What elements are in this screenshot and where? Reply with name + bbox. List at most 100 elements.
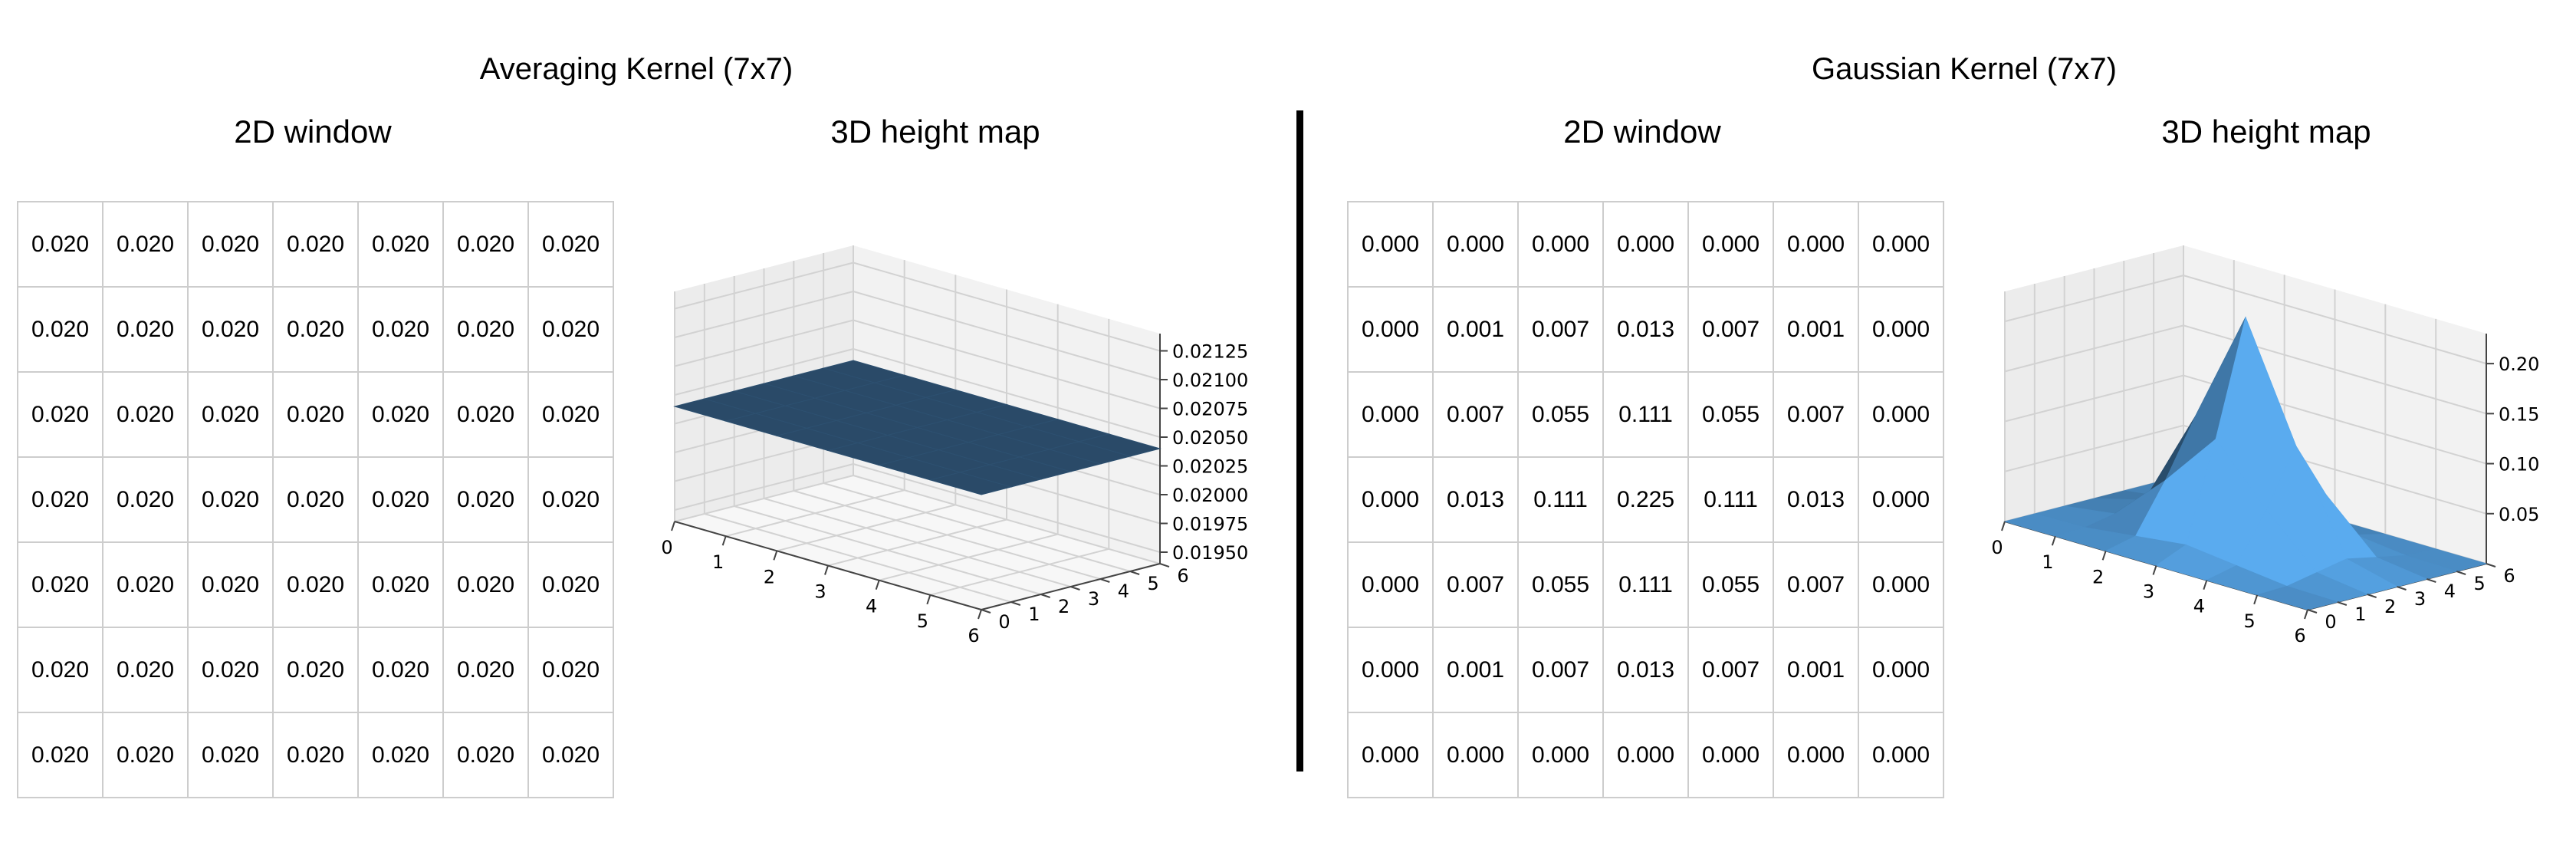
wall-grid-line	[2004, 374, 2184, 423]
x-tick-label: 0	[1991, 537, 2003, 558]
y-tick-mark	[2307, 609, 2318, 614]
kernel-cell: 0.007	[1687, 627, 1774, 713]
kernel-cell: 0.000	[1773, 201, 1859, 288]
table-row: 0.000 0.000 0.000 0.000 0.000 0.000 0.000	[1347, 201, 1944, 288]
kernel-cell: 0.000	[1347, 541, 1434, 628]
kernel-cell: 0.000	[1687, 712, 1774, 798]
y-tick-mark	[981, 609, 991, 614]
kernel-cell: 0.007	[1432, 371, 1519, 458]
gaussian-kernel-table: 0.000 0.000 0.000 0.000 0.000 0.000 0.000 0.000…	[1347, 201, 1944, 798]
kernel-cell: 0.020	[102, 541, 189, 628]
kernel-cell: 0.020	[17, 627, 104, 713]
x-tick-label: 1	[2042, 551, 2053, 573]
kernel-cell: 0.013	[1602, 286, 1689, 373]
kernel-cell: 0.020	[17, 201, 104, 288]
x-tick-label: 3	[814, 581, 826, 603]
wall-grid-line	[853, 348, 1161, 438]
y-tick-label: 0	[2325, 611, 2336, 633]
kernel-cell: 0.111	[1517, 456, 1604, 543]
wall-grid-line	[2183, 275, 2487, 365]
kernel-cell: 0.013	[1432, 456, 1519, 543]
wall-grid-line	[2004, 324, 2184, 373]
panel-divider	[1296, 110, 1303, 772]
kernel-cell: 0.000	[1602, 201, 1689, 288]
gaussian-2d-window-title: 2D window	[1563, 114, 1721, 150]
averaging-3d-height-map-title: 3D height map	[830, 114, 1040, 150]
z-tick-label: 0.02050	[1172, 427, 1248, 449]
y-tick-mark	[2337, 601, 2348, 606]
kernel-cell: 0.000	[1347, 286, 1434, 373]
kernel-cell: 0.020	[442, 541, 529, 628]
y-tick-label: 1	[1028, 604, 1040, 625]
z-tick-label: 0.02125	[1172, 341, 1248, 363]
kernel-cell: 0.020	[187, 627, 274, 713]
kernel-cell: 0.000	[1858, 541, 1944, 628]
kernel-cell: 0.020	[187, 456, 274, 543]
kernel-cell: 0.020	[527, 627, 614, 713]
z-tick-label: 0.20	[2499, 354, 2539, 375]
x-tick-mark	[2152, 565, 2157, 575]
x-tick-label: 1	[712, 551, 724, 573]
kernel-cell: 0.013	[1773, 456, 1859, 543]
kernel-cell: 0.111	[1602, 371, 1689, 458]
y-tick-mark	[2486, 563, 2496, 568]
kernel-cell: 0.020	[442, 201, 529, 288]
wall-grid-line	[674, 463, 854, 511]
kernel-cell: 0.020	[442, 286, 529, 373]
y-tick-label: 3	[1088, 588, 1099, 610]
y-tick-label: 3	[2414, 588, 2426, 610]
kernel-cell: 0.000	[1347, 627, 1434, 713]
y-tick-label: 4	[1118, 581, 1129, 602]
kernel-cell: 0.007	[1517, 286, 1604, 373]
kernel-cell: 0.007	[1773, 371, 1859, 458]
wall-grid-line	[674, 262, 854, 310]
y-tick-label: 5	[2474, 573, 2486, 594]
kernel-cell: 0.055	[1687, 541, 1774, 628]
kernel-cell: 0.020	[187, 541, 274, 628]
kernel-cell: 0.020	[357, 286, 444, 373]
x-tick-label: 0	[661, 537, 672, 558]
z-tick-label: 0.02000	[1172, 485, 1248, 506]
y-tick-label: 0	[998, 611, 1010, 633]
y-tick-label: 6	[1177, 565, 1188, 587]
x-tick-label: 4	[2193, 596, 2205, 617]
y-tick-mark	[1159, 563, 1170, 568]
kernel-cell: 0.000	[1432, 712, 1519, 798]
kernel-cell: 0.225	[1602, 456, 1689, 543]
kernel-cell: 0.001	[1773, 286, 1859, 373]
kernel-cell: 0.020	[357, 627, 444, 713]
kernel-cell: 0.000	[1517, 201, 1604, 288]
kernel-cell: 0.020	[17, 541, 104, 628]
kernel-cell: 0.020	[357, 201, 444, 288]
y-tick-mark	[1100, 578, 1110, 583]
kernel-cell: 0.000	[1773, 712, 1859, 798]
kernel-cell: 0.001	[1773, 627, 1859, 713]
kernel-cell: 0.020	[187, 371, 274, 458]
kernel-cell: 0.000	[1687, 201, 1774, 288]
table-row: 0.000 0.007 0.055 0.111 0.055 0.007 0.000	[1347, 541, 1944, 628]
z-tick-label: 0.02075	[1172, 399, 1248, 420]
kernel-cell: 0.055	[1517, 371, 1604, 458]
y-tick-mark	[1010, 601, 1021, 606]
z-tick-label: 0.01975	[1172, 514, 1248, 535]
kernel-cell: 0.000	[1347, 456, 1434, 543]
kernel-cell: 0.000	[1347, 712, 1434, 798]
x-tick-mark	[773, 551, 778, 561]
table-row: 0.020 0.020 0.020 0.020 0.020 0.020 0.020	[17, 712, 614, 798]
x-tick-mark	[721, 535, 727, 546]
kernel-cell: 0.020	[102, 201, 189, 288]
table-row: 0.020 0.020 0.020 0.020 0.020 0.020 0.020	[17, 201, 614, 288]
kernel-cell: 0.000	[1432, 201, 1519, 288]
kernel-cell: 0.020	[272, 712, 359, 798]
wall-grid-line	[674, 291, 854, 338]
table-row: 0.020 0.020 0.020 0.020 0.020 0.020 0.020	[17, 456, 614, 543]
z-tick-label: 0.01950	[1172, 542, 1248, 564]
wall-grid-line	[853, 463, 1161, 553]
y-tick-mark	[2367, 594, 2377, 598]
kernel-cell: 0.020	[187, 286, 274, 373]
x-tick-label: 2	[764, 566, 775, 587]
wall-grid-line	[853, 319, 1161, 410]
table-row: 0.020 0.020 0.020 0.020 0.020 0.020 0.020	[17, 541, 614, 628]
table-row: 0.000 0.001 0.007 0.013 0.007 0.001 0.000	[1347, 627, 1944, 713]
